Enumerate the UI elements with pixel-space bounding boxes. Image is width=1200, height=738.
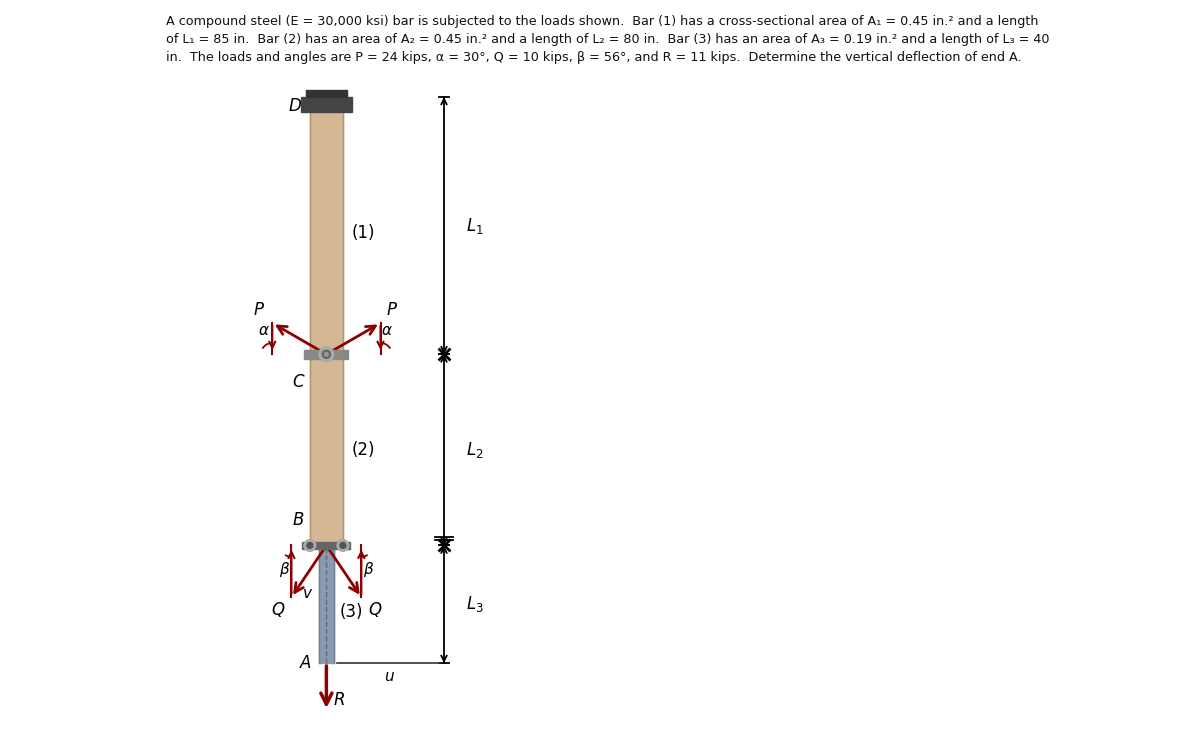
Text: A compound steel (E = 30,000 ksi) bar is subjected to the loads shown.  Bar (1) : A compound steel (E = 30,000 ksi) bar is… (166, 15, 1050, 63)
Text: D: D (289, 97, 301, 115)
Text: (1): (1) (352, 224, 374, 242)
Text: (2): (2) (352, 441, 374, 459)
Bar (301, 97, 352, 111)
Text: R: R (334, 691, 346, 709)
Text: α: α (382, 323, 392, 338)
Circle shape (340, 542, 346, 548)
Text: β: β (362, 562, 372, 576)
Circle shape (307, 542, 313, 548)
Text: B: B (293, 511, 305, 529)
Text: β: β (278, 562, 288, 576)
Text: Q: Q (271, 601, 284, 619)
Text: P: P (386, 301, 396, 320)
Bar (319, 545, 334, 663)
Text: α: α (258, 323, 269, 338)
Text: $L_3$: $L_3$ (466, 594, 484, 614)
Bar (302, 542, 350, 549)
Text: C: C (293, 373, 305, 390)
Text: A: A (300, 654, 312, 672)
Text: (3): (3) (340, 603, 364, 621)
Bar (306, 89, 347, 97)
Circle shape (304, 539, 316, 551)
Text: Q: Q (368, 601, 382, 619)
Text: v: v (302, 586, 312, 601)
Text: u: u (384, 669, 394, 684)
Circle shape (319, 347, 334, 362)
Bar (311, 111, 342, 354)
Circle shape (337, 539, 349, 551)
Bar (311, 354, 342, 545)
Text: P: P (253, 301, 264, 320)
Circle shape (324, 353, 329, 356)
Bar (305, 350, 348, 359)
Text: $L_2$: $L_2$ (466, 440, 484, 460)
Text: $L_1$: $L_1$ (466, 215, 484, 235)
Circle shape (323, 351, 330, 359)
